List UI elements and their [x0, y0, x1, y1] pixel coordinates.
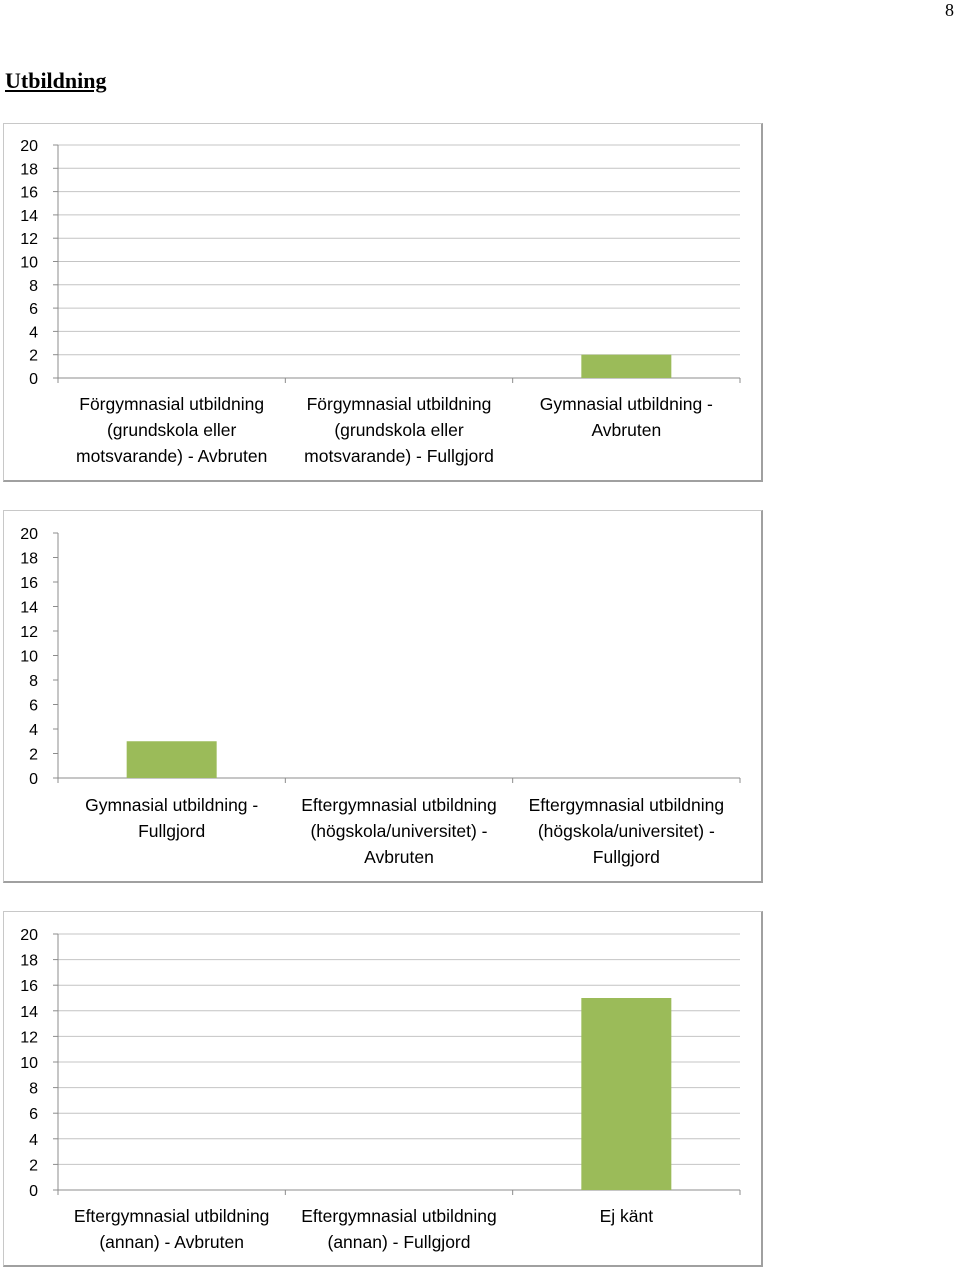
y-tick-label: 2 — [29, 1157, 38, 1174]
category-label: motsvarande) - Avbruten — [76, 446, 267, 466]
category-label: Avbruten — [591, 420, 661, 440]
y-tick-label: 14 — [20, 600, 38, 617]
y-tick-label: 12 — [20, 624, 38, 641]
category-label: (grundskola eller — [107, 420, 237, 440]
category-label: (annan) - Avbruten — [99, 1232, 244, 1252]
bar — [581, 354, 672, 378]
y-tick-label: 4 — [29, 1132, 38, 1149]
y-tick-label: 14 — [20, 208, 38, 225]
chart-frame-2 — [3, 510, 763, 883]
y-tick-label: 16 — [20, 575, 38, 592]
y-tick-label: 18 — [20, 953, 38, 970]
chart-frame-1 — [3, 123, 763, 482]
category-label: (högskola/universitet) - — [538, 821, 715, 841]
y-tick-label: 20 — [20, 138, 38, 155]
category-label: Fullgjord — [138, 821, 205, 841]
y-tick-label: 20 — [20, 526, 38, 543]
y-tick-label: 0 — [29, 371, 38, 388]
category-label: Ej känt — [600, 1206, 654, 1226]
y-tick-label: 8 — [29, 278, 38, 295]
y-tick-label: 4 — [29, 722, 38, 739]
category-label: Avbruten — [364, 847, 434, 867]
y-tick-label: 14 — [20, 1004, 38, 1021]
category-label: Eftergymnasial utbildning — [301, 1206, 497, 1226]
y-tick-label: 2 — [29, 348, 38, 365]
y-tick-label: 0 — [29, 1183, 38, 1200]
category-label: Eftergymnasial utbildning — [301, 795, 497, 815]
category-label: Förgymnasial utbildning — [307, 394, 492, 414]
category-label: (annan) - Fullgjord — [328, 1232, 471, 1252]
category-label: motsvarande) - Fullgjord — [304, 446, 494, 466]
y-tick-label: 6 — [29, 698, 38, 715]
y-tick-label: 8 — [29, 673, 38, 690]
category-label: Förgymnasial utbildning — [79, 394, 264, 414]
category-label: Eftergymnasial utbildning — [74, 1206, 270, 1226]
y-tick-label: 10 — [20, 255, 38, 272]
category-label: Gymnasial utbildning - — [85, 795, 258, 815]
category-label: Eftergymnasial utbildning — [529, 795, 725, 815]
y-tick-label: 10 — [20, 1055, 38, 1072]
y-tick-label: 12 — [20, 1029, 38, 1046]
y-tick-label: 0 — [29, 771, 38, 788]
y-tick-label: 16 — [20, 978, 38, 995]
y-tick-label: 18 — [20, 161, 38, 178]
category-label: (grundskola eller — [334, 420, 464, 440]
category-label: Fullgjord — [593, 847, 660, 867]
section-title: Utbildning — [5, 68, 107, 93]
category-label: (högskola/universitet) - — [310, 821, 487, 841]
y-tick-label: 16 — [20, 185, 38, 202]
y-tick-label: 10 — [20, 649, 38, 666]
y-tick-label: 6 — [29, 301, 38, 318]
y-tick-label: 2 — [29, 747, 38, 764]
bar — [126, 741, 217, 778]
y-tick-label: 12 — [20, 231, 38, 248]
bar — [581, 998, 672, 1190]
y-tick-label: 18 — [20, 551, 38, 568]
y-tick-label: 20 — [20, 927, 38, 944]
page-number: 8 — [945, 0, 954, 20]
y-tick-label: 8 — [29, 1081, 38, 1098]
category-label: Gymnasial utbildning - — [540, 394, 713, 414]
y-tick-label: 6 — [29, 1106, 38, 1123]
y-tick-label: 4 — [29, 324, 38, 341]
